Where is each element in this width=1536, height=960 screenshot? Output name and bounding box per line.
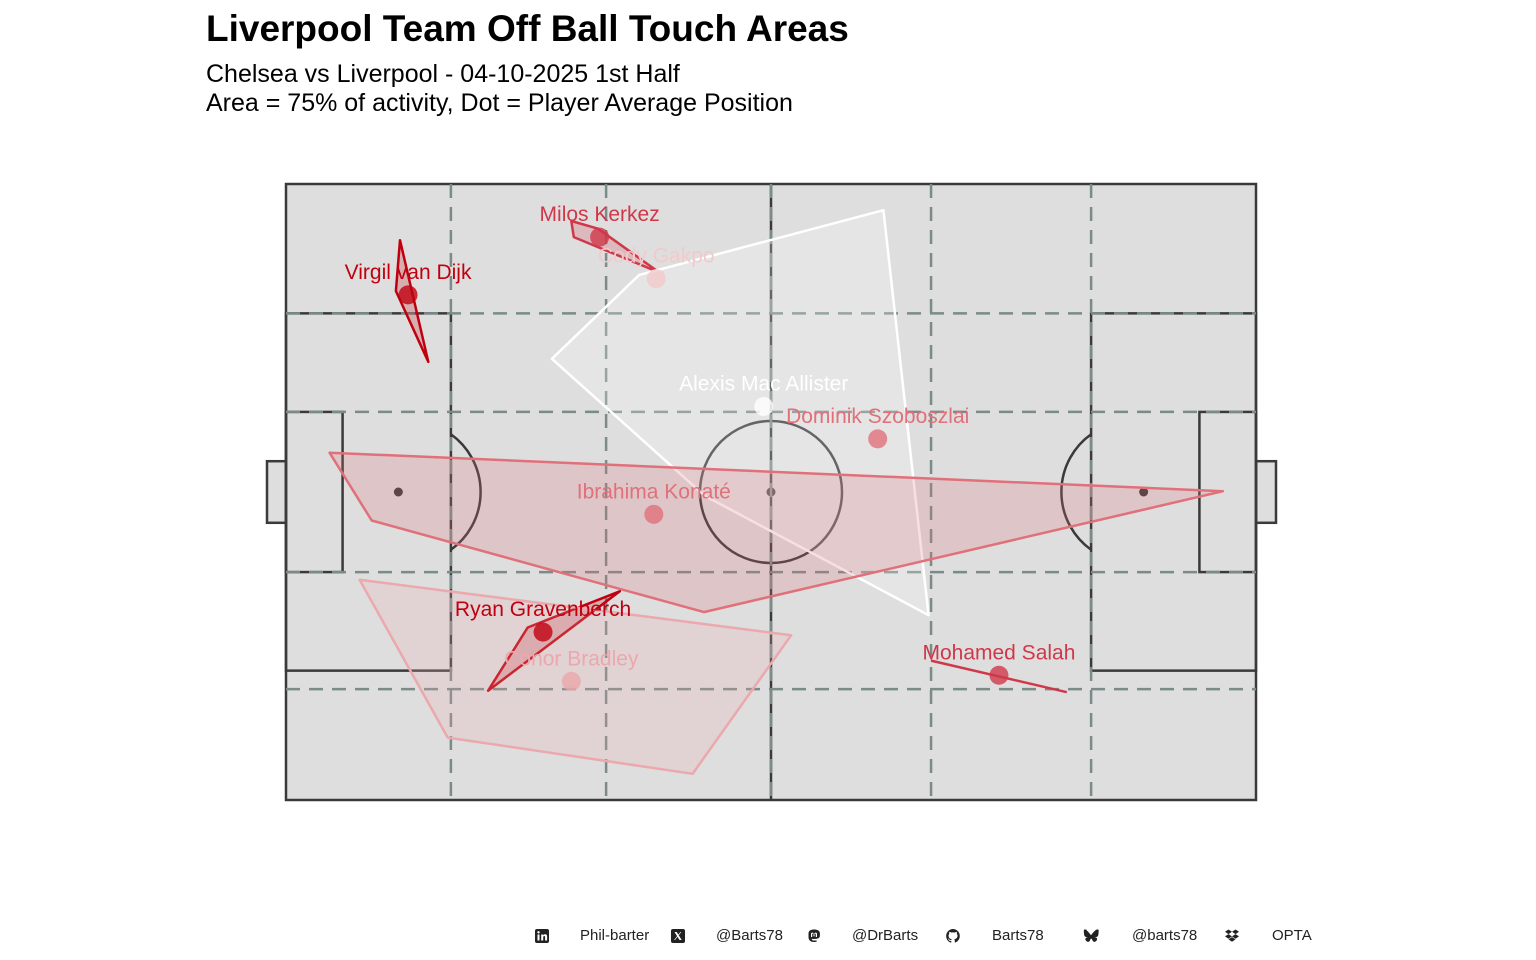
area-ryan-gravenberch [486,590,622,692]
label-mohamed-salah: Mohamed Salah [922,641,1075,664]
chart-title: Liverpool Team Off Ball Touch Areas [206,8,849,49]
x-handle[interactable]: @Barts78 [716,927,783,944]
chart-subtitle-legend: Area = 75% of activity, Dot = Player Ave… [206,89,793,117]
dot-virgil-van-dijk [398,285,418,305]
dot-ibrahima-konat [644,504,664,524]
label-virgil-van-dijk: Virgil van Dijk [345,261,472,284]
right-penalty-arc [1060,433,1092,551]
dot-cody-gakpo [646,269,666,289]
linkedin-handle[interactable]: Phil-barter [580,927,650,944]
dot-mohamed-salah [989,665,1009,685]
label-dominik-szoboszlai: Dominik Szoboszlai [786,405,969,428]
player-dots [398,227,1009,691]
left-penalty-spot [393,487,403,497]
data-source: OPTA [1272,927,1312,944]
label-ryan-gravenberch: Ryan Gravenberch [455,598,631,621]
left-goal [265,459,288,525]
github-handle[interactable]: Barts78 [992,927,1044,944]
x-icon[interactable] [670,928,686,944]
area-ibrahima-konat [328,451,1225,614]
mastodon-handle[interactable]: @DrBarts [852,927,919,944]
dot-alexis-mac-allister [754,397,774,417]
label-conor-bradley: Conor Bradley [504,647,639,670]
right-penalty-spot [1139,487,1149,497]
label-cody-gakpo: Cody Gakpo [598,245,715,268]
bluesky-icon[interactable] [1083,928,1099,944]
right-goal [1254,459,1278,525]
mastodon-icon[interactable] [806,928,822,944]
bluesky-handle[interactable]: @barts78 [1132,927,1198,944]
area-alexis-mac-allister [550,208,930,617]
linkedin-icon[interactable] [534,928,550,944]
player-labels: Milos Kerkez Cody Gakpo Virgil van Dijk Ale… [345,203,1076,670]
chart-subtitle-match: Chelsea vs Liverpool - 04-10-2025 1st Ha… [206,60,680,88]
zone-grid [286,184,1256,800]
left-penalty-arc [450,433,482,551]
dot-dominik-szoboszlai [868,429,888,449]
dot-conor-bradley [561,671,581,691]
label-ibrahima-konat: Ibrahima Konaté [577,480,731,503]
github-icon[interactable] [945,928,961,944]
dropbox-icon [1225,929,1239,942]
dot-ryan-gravenberch [533,622,553,642]
label-alexis-mac-allister: Alexis Mac Allister [679,373,848,396]
label-milos-kerkez: Milos Kerkez [540,203,660,226]
dot-milos-kerkez [590,227,610,247]
